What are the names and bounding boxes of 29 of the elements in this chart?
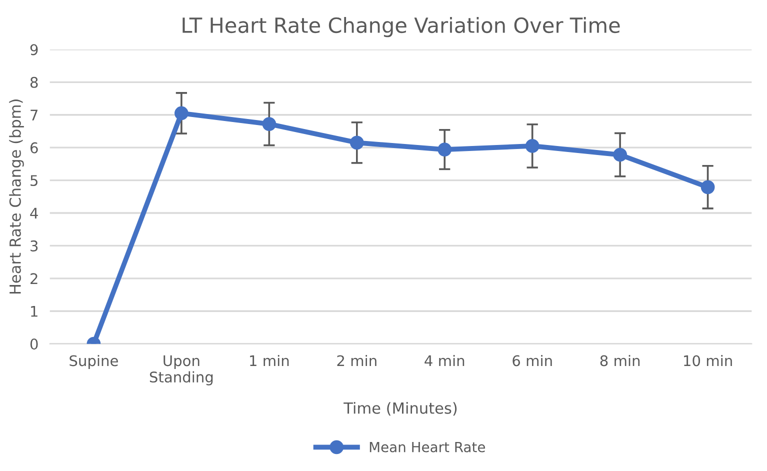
point xyxy=(174,106,188,120)
point xyxy=(613,148,628,162)
x-tick-label: 10 min xyxy=(684,354,732,366)
legend-label: Mean Heart Rate xyxy=(370,442,485,452)
y-tick-label: 1 xyxy=(31,306,38,317)
x-axis-title: Time (Minutes) xyxy=(344,402,457,416)
y-tick-label: 5 xyxy=(30,175,38,186)
point xyxy=(438,142,452,156)
chart-title: LT Heart Rate Change Variation Over Time xyxy=(182,16,620,38)
y-tick-label: 7 xyxy=(30,110,38,120)
x-tick-label: 8 min xyxy=(600,354,640,366)
point xyxy=(700,180,715,194)
x-tick-label: 6 min xyxy=(512,354,552,366)
point xyxy=(525,139,540,153)
y-tick-label: 4 xyxy=(30,208,38,219)
y-tick-label: 2 xyxy=(30,273,38,284)
y-tick-label: 0 xyxy=(30,338,38,350)
x-tick-label: 2 min xyxy=(337,354,376,366)
point xyxy=(262,117,276,131)
x-tick-label: 4 min xyxy=(424,354,464,366)
point xyxy=(350,136,364,150)
y-axis-title: Heart Rate Change (bpm) xyxy=(9,100,24,294)
y-tick-label: 6 xyxy=(30,142,38,154)
y-tick-label: 3 xyxy=(30,240,38,252)
y-tick-label: 8 xyxy=(30,76,38,88)
x-tick-label: 1 min xyxy=(250,354,289,366)
x-tick-label: Supine xyxy=(70,354,118,370)
y-tick-label: 9 xyxy=(30,44,38,56)
x-tick-label: Upon Standing xyxy=(150,355,213,386)
